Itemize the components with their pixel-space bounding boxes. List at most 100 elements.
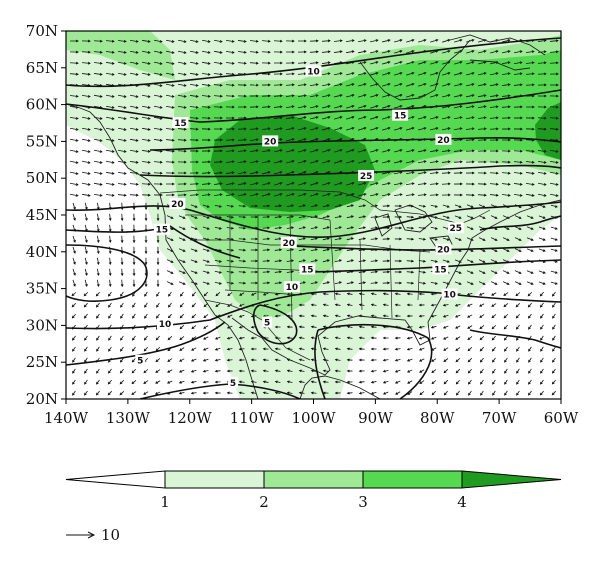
wind-vector xyxy=(225,138,235,142)
wind-vector xyxy=(298,314,305,318)
wind-vector xyxy=(381,193,391,197)
wind-vector xyxy=(190,248,198,252)
wind-vector xyxy=(406,127,415,131)
lon-tick-label: 130W xyxy=(106,409,151,427)
wind-vector xyxy=(477,149,487,153)
wind-vector xyxy=(370,72,379,76)
contour-label: 10 xyxy=(286,283,299,293)
wind-vector xyxy=(213,193,223,197)
wind-vector xyxy=(406,82,415,87)
wind-vector xyxy=(491,335,496,341)
wind-vector xyxy=(466,61,475,65)
wind-vector xyxy=(358,61,367,65)
wind-vector xyxy=(120,335,124,341)
wind-vector xyxy=(285,105,295,109)
wind-vector xyxy=(346,347,353,351)
wind-vector xyxy=(95,291,100,297)
wind-vector xyxy=(516,346,520,352)
wind-vector xyxy=(72,335,76,341)
wind-vector xyxy=(189,160,199,164)
wind-vector xyxy=(525,149,535,153)
wind-vector xyxy=(213,182,223,186)
wind-vector xyxy=(237,105,247,109)
wind-vector xyxy=(513,116,523,120)
wind-vector xyxy=(274,314,281,318)
wind-vector xyxy=(93,160,103,164)
wind-vector xyxy=(250,347,257,351)
wind-vector xyxy=(237,83,247,87)
wind-vector xyxy=(81,193,91,197)
wind-vector xyxy=(237,50,247,54)
wind-vector xyxy=(214,204,222,208)
wind-vector xyxy=(334,127,343,131)
wind-vector xyxy=(108,235,112,244)
wind-vector xyxy=(274,270,283,274)
wind-vector xyxy=(117,149,127,153)
wind-vector xyxy=(132,235,136,244)
wind-vector xyxy=(466,303,473,307)
wind-vector xyxy=(501,171,511,175)
wind-vector xyxy=(129,50,139,54)
wind-vector xyxy=(309,94,319,98)
wind-vector xyxy=(465,193,475,197)
wind-vector xyxy=(334,159,343,164)
wind-vector xyxy=(370,104,379,109)
wind-vector xyxy=(394,369,401,373)
wind-vector xyxy=(81,50,91,54)
wind-vector xyxy=(166,270,174,274)
wind-vector xyxy=(117,50,127,54)
wind-vector xyxy=(96,257,100,266)
wind-vector xyxy=(273,61,283,65)
wind-vector xyxy=(286,160,295,164)
wind-vector xyxy=(550,248,558,252)
wind-vector xyxy=(84,335,88,341)
wind-vector xyxy=(261,149,271,153)
wind-vector xyxy=(105,105,115,109)
wind-vector xyxy=(96,279,100,288)
wind-vector xyxy=(466,281,474,285)
wind-vector xyxy=(490,50,499,54)
wind-vector xyxy=(442,38,451,43)
wind-vector xyxy=(538,237,546,241)
contour-label: 15 xyxy=(156,226,169,236)
wind-vector xyxy=(129,72,139,76)
wind-vector xyxy=(132,302,136,308)
contour-label-bg xyxy=(435,243,452,255)
wind-vector xyxy=(309,39,319,43)
wind-vector xyxy=(119,391,125,396)
wind-vector xyxy=(165,39,175,43)
wind-vector xyxy=(540,324,544,330)
wind-vector xyxy=(298,380,305,384)
wind-vector xyxy=(504,379,508,385)
wind-vector xyxy=(129,105,139,109)
wind-vector xyxy=(201,116,211,120)
wind-vector xyxy=(83,313,88,319)
wind-vector xyxy=(177,127,187,131)
wind-vector xyxy=(477,138,487,142)
wind-vector xyxy=(262,193,271,197)
contour-label-bg xyxy=(157,317,173,329)
wind-vector xyxy=(249,138,259,142)
wind-vector xyxy=(298,127,307,131)
wind-vector xyxy=(418,149,427,153)
wind-vector xyxy=(322,192,331,197)
wind-vector xyxy=(141,193,151,197)
wind-vector xyxy=(479,346,484,352)
central-america-coast xyxy=(299,375,381,399)
wind-vector xyxy=(478,61,487,65)
wind-vector xyxy=(504,390,508,396)
wind-vector xyxy=(225,149,235,153)
wind-vector xyxy=(141,105,151,109)
wind-vector xyxy=(491,314,497,319)
wind-vector xyxy=(477,105,487,109)
wind-vector xyxy=(528,379,532,385)
wind-vector xyxy=(190,369,197,373)
wind-vector xyxy=(298,226,306,230)
wind-vector xyxy=(477,171,487,175)
wind-vector xyxy=(334,292,341,296)
wind-vector xyxy=(225,160,235,164)
wind-vector xyxy=(394,380,401,384)
wind-vector xyxy=(477,94,487,98)
wind-vector xyxy=(393,182,403,186)
wind-vector xyxy=(261,105,271,109)
